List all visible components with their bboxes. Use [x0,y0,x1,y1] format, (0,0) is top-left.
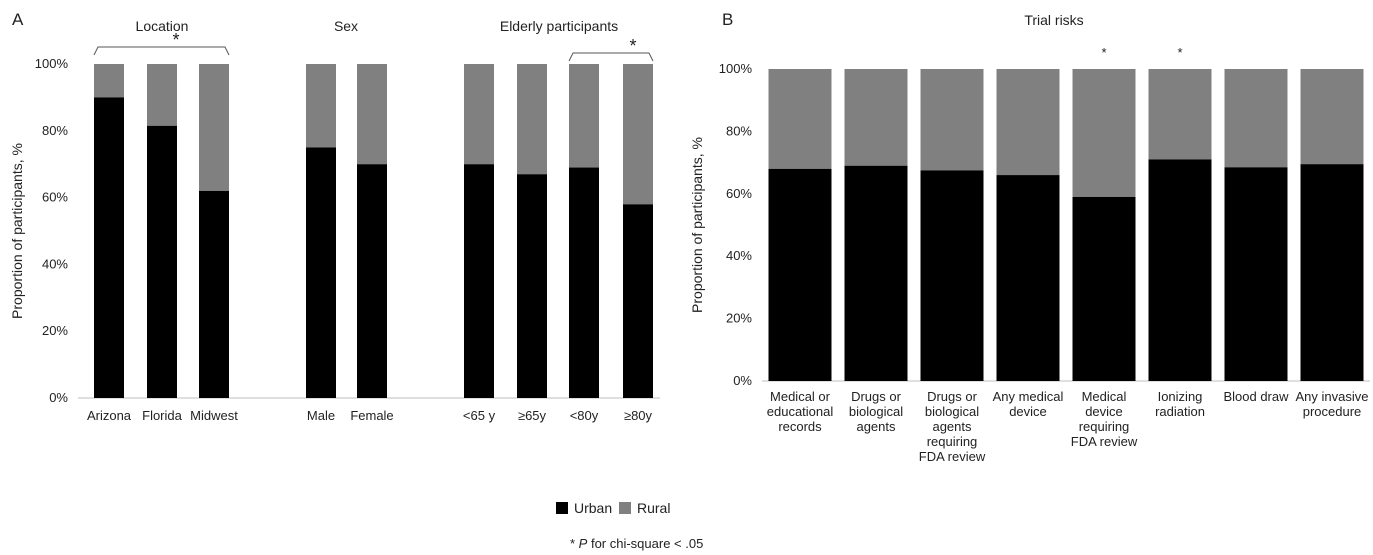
panel-a-bar-rural-segment [517,64,547,175]
panel-b-bar-rural-segment [1148,69,1212,160]
legend-rural-swatch [619,502,631,514]
panel-a-category-label: <80y [570,408,599,423]
panel-b-category-label: Drugs or biological agents [849,389,903,434]
panel-b-significance-star: * [1101,45,1106,60]
significance-star: * [629,36,636,56]
panel-b-category-label: Any invasive procedure [1296,389,1369,419]
significance-star: * [172,30,179,50]
panel-b-ytick-label: 20% [726,311,752,326]
panel-b-bar-urban-segment [996,175,1060,381]
panel-b-bar-urban-segment [920,170,984,381]
legend-urban-swatch [556,502,568,514]
panel-a-bar-urban-segment [147,125,177,398]
panel-a-bar-rural-segment [94,64,124,98]
legend-rural-label: Rural [637,500,670,516]
panel-b-category-label: Medical or educational records [767,389,834,434]
panel-a-ytick-label: 80% [42,123,68,138]
panel-b-bar-urban-segment [1300,164,1364,381]
legend-urban-label: Urban [574,500,612,516]
panel-a-category-label: ≥65y [518,408,547,423]
panel-a-bar-urban-segment [94,97,124,399]
panel-a-ytick-label: 40% [42,256,68,271]
panel-b-category-label: Medical device requiring FDA review [1071,389,1138,449]
panel-a-category-label: ≥80y [624,408,653,423]
panel-a-group-label: Elderly participants [500,18,618,34]
panel-a-bar-rural-segment [357,64,387,165]
panel-b-bar-rural-segment [996,69,1060,176]
panel-a-bar-rural-segment [569,64,599,168]
panel-a-bar-urban-segment [357,164,387,398]
panel-b-bar-rural-segment [1224,69,1288,168]
panel-a-category-label: Arizona [87,408,132,423]
panel-a-ytick-label: 100% [35,56,69,71]
panel-b-bar-urban-segment [1072,196,1136,381]
panel-b-bar-rural-segment [844,69,908,166]
panel-b-ytick-label: 0% [733,373,752,388]
panel-b-bar-rural-segment [768,69,832,169]
panel-a-bar-urban-segment [199,190,229,398]
panel-a-category-label: Male [307,408,335,423]
panel-a-bar-urban-segment [306,147,336,398]
panel-a-ytick-label: 20% [42,323,68,338]
panel-a-group-label: Sex [334,18,358,34]
panel-a-ytick-label: 60% [42,190,68,205]
panel-b-significance-star: * [1177,45,1182,60]
panel-a-bar-urban-segment [569,167,599,398]
panel-b-category-label: Blood draw [1223,389,1289,404]
panel-b-bar-urban-segment [1224,167,1288,381]
panel-b-category-label: Any medical device [993,389,1064,419]
panel-b-bar-rural-segment [1300,69,1364,165]
panel-a-group-label: Location [136,18,189,34]
panel-a-ytick-label: 0% [49,390,68,405]
panel-a-bar-rural-segment [199,64,229,191]
panel-b-bar-urban-segment [1148,159,1212,381]
panel-a-y-axis-label: Proportion of participants, % [9,143,25,319]
panel-b-bar-urban-segment [844,165,908,381]
panel-b-ytick-label: 40% [726,248,752,263]
panel-a-bar-urban-segment [464,164,494,398]
panel-b-bar-rural-segment [920,69,984,171]
panel-b-ytick-label: 60% [726,186,752,201]
panel-b-ytick-label: 80% [726,123,752,138]
panel-a-bar-urban-segment [517,174,547,398]
panel-b-ytick-label: 100% [719,61,753,76]
panel-a-bar-urban-segment [623,204,653,398]
panel-a-category-label: Female [350,408,393,423]
significance-bracket [93,46,230,56]
panel-b-category-label: Ionizing radiation [1155,389,1205,419]
panel-a-category-label: <65 y [463,408,496,423]
panel-a-letter: A [12,10,24,29]
significance-bracket [568,52,654,62]
panel-b-bar-rural-segment [1072,69,1136,197]
panel-a-bar-rural-segment [464,64,494,165]
panel-a-bar-rural-segment [147,64,177,126]
footnote: * P for chi-square < .05 [570,536,703,551]
panel-b-category-label: Drugs or biological agents requiring FDA rev… [919,389,986,464]
panel-b-letter: B [722,10,733,29]
panel-b-y-axis-label: Proportion of participants, % [689,137,705,313]
panel-a-bar-rural-segment [623,64,653,205]
panel-a-category-label: Midwest [190,408,238,423]
panel-b-bar-urban-segment [768,168,832,381]
panel-a-bar-rural-segment [306,64,336,148]
panel-a-category-label: Florida [142,408,183,423]
panel-b-title: Trial risks [1024,12,1083,28]
